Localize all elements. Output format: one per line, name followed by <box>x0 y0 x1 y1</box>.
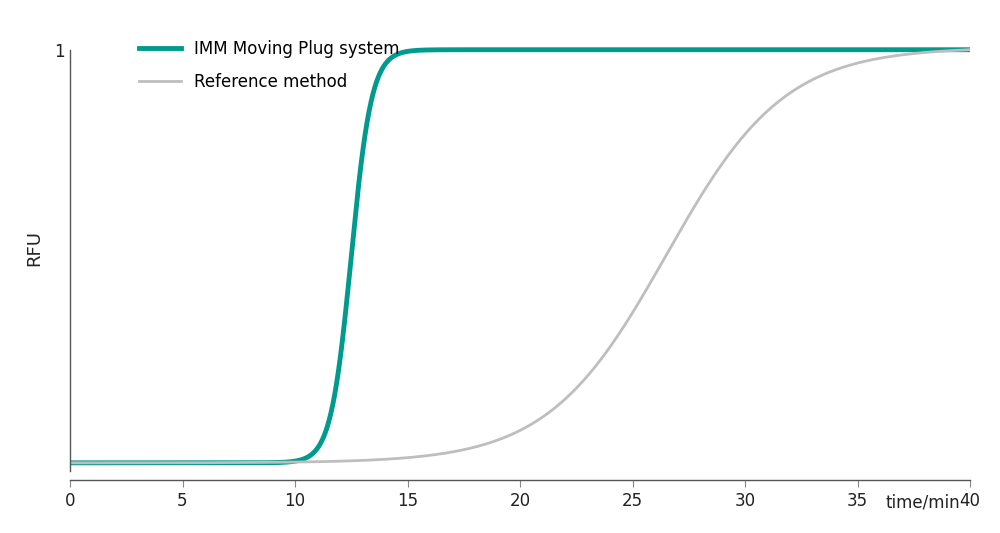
Y-axis label: RFU: RFU <box>25 230 43 266</box>
Legend: IMM Moving Plug system, Reference method: IMM Moving Plug system, Reference method <box>132 34 406 98</box>
Text: time/min: time/min <box>885 494 960 512</box>
